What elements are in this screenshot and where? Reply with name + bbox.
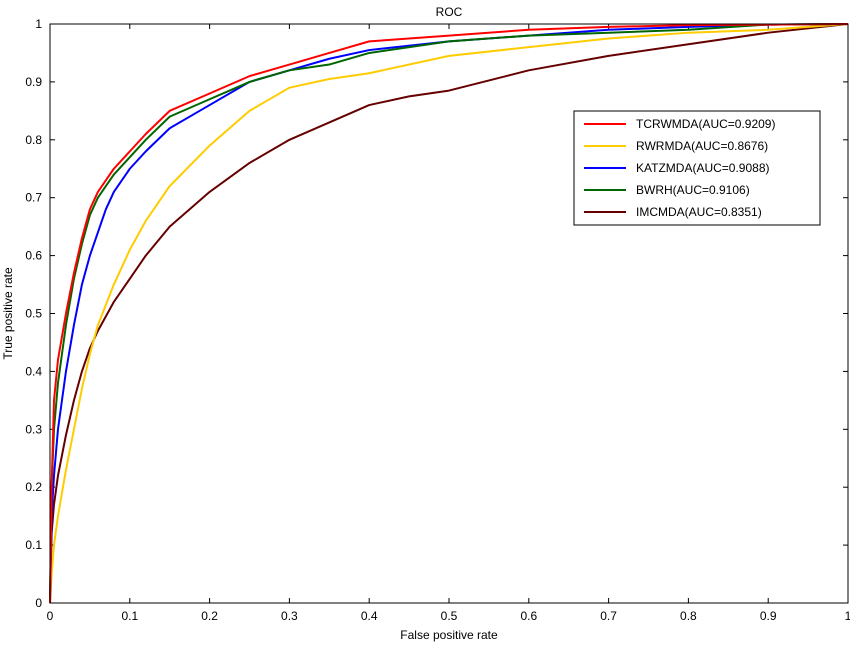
legend-entry-label: TCRWMDA(AUC=0.9209) [636,117,775,131]
plot-lines [49,23,849,604]
legend-entry-label: BWRH(AUC=0.9106) [636,183,750,197]
y-tick-label: 0.3 [25,422,42,436]
y-tick-labels: 0 0.1 0.2 0.3 0.4 0.5 0.6 0.7 0.8 0.9 1 [25,17,42,610]
x-tick-label: 0.3 [281,609,298,623]
legend-entry-label: RWRMDA(AUC=0.8676) [636,139,768,153]
y-tick-label: 0.9 [25,75,42,89]
chart-title: ROC [436,5,463,19]
y-tick-label: 0 [35,596,42,610]
x-tick-label: 0.6 [520,609,537,623]
y-tick-label: 0.4 [25,364,42,378]
y-tick-label: 1 [35,17,42,31]
x-tick-label: 0.8 [680,609,697,623]
x-tick-label: 0 [47,609,54,623]
y-tick-label: 0.7 [25,191,42,205]
x-tick-label: 0.1 [121,609,138,623]
y-tick-label: 0.1 [25,538,42,552]
x-tick-label: 0.9 [760,609,777,623]
x-tick-label: 0.4 [361,609,378,623]
x-tick-labels: 0 0.1 0.2 0.3 0.4 0.5 0.6 0.7 0.8 0.9 1 [47,609,850,623]
series-line-tcrwmda [49,23,849,604]
x-tick-label: 0.2 [201,609,218,623]
y-axis-label: True positive rate [1,267,15,360]
series-line-bwrh [49,23,849,604]
x-tick-label: 0.5 [441,609,458,623]
legend-entry-label: KATZMDA(AUC=0.9088) [636,161,769,175]
x-tick-label: 0.7 [600,609,617,623]
legend: TCRWMDA(AUC=0.9209) RWRMDA(AUC=0.8676) KAT… [573,110,821,226]
plot-area-frame [49,23,849,604]
legend-entry-label: IMCMDA(AUC=0.8351) [636,205,762,219]
x-tick-label: 1 [845,609,850,623]
y-tick-label: 0.6 [25,249,42,263]
series-line-rwrmda [49,23,849,604]
series-line-imcmda [49,23,849,604]
y-tick-label: 0.5 [25,307,42,321]
y-tick-label: 0.8 [25,133,42,147]
x-axis-label: False positive rate [400,628,498,642]
y-tick-label: 0.2 [25,480,42,494]
